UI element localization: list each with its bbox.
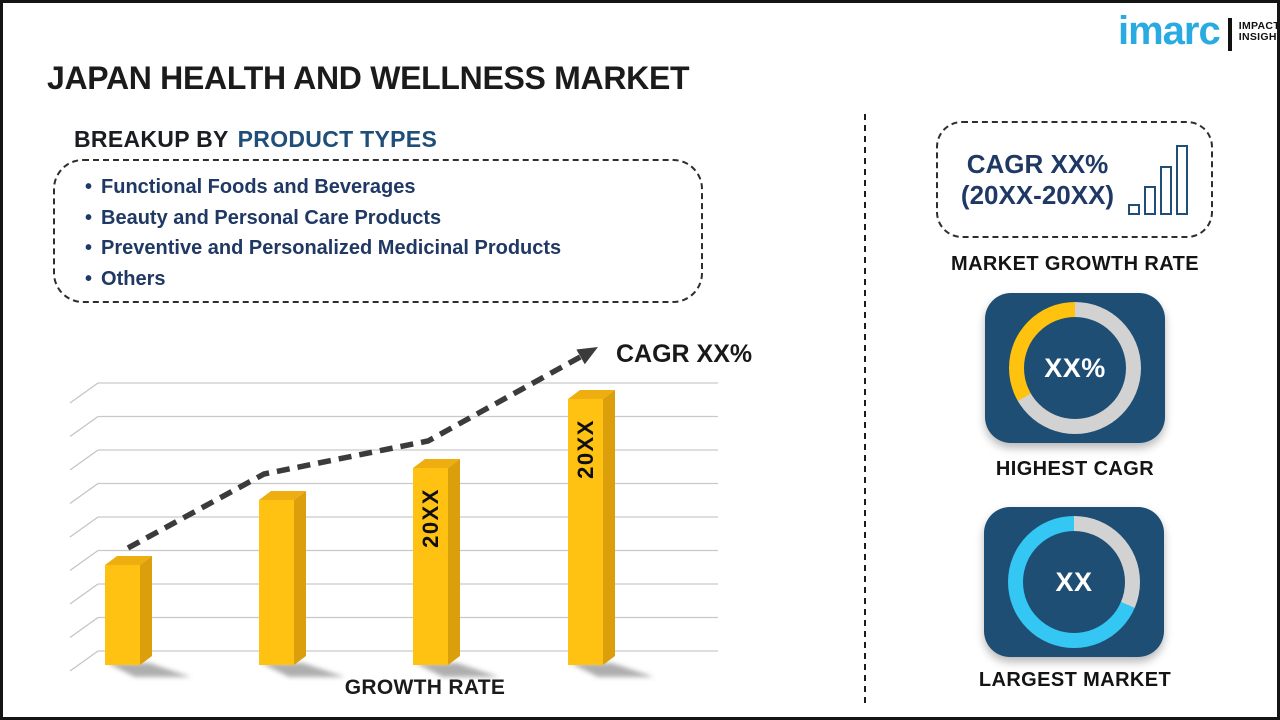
highest-cagr-label: HIGHEST CAGR: [995, 458, 1155, 480]
imarc-logo: imarc IMPACTFUL INSIGHTS: [1118, 9, 1280, 53]
market-growth-rate-label: MARKET GROWTH RATE: [951, 253, 1199, 275]
breakup-heading: BREAKUP BY PRODUCT TYPES: [74, 126, 437, 153]
highest-cagr-value: XX%: [1044, 352, 1106, 383]
cagr-summary-box: CAGR XX% (20XX-20XX): [936, 121, 1213, 238]
svg-text:20XX: 20XX: [418, 488, 443, 548]
largest-market-value: XX: [1055, 566, 1093, 597]
chart-x-axis-label: GROWTH RATE: [344, 676, 506, 699]
largest-market-label: LARGEST MARKET: [978, 669, 1172, 691]
product-type-item: • Others: [85, 264, 691, 295]
cagr-summary-text: CAGR XX% (20XX-20XX): [961, 149, 1114, 211]
largest-market-card: XX: [984, 507, 1164, 657]
bullet-icon: •: [85, 176, 93, 198]
cagr-summary-line1: CAGR XX%: [966, 148, 1109, 179]
product-type-list: • Functional Foods and Beverages • Beauty a…: [85, 172, 691, 294]
product-type-item: • Preventive and Personalized Medicinal P…: [85, 233, 691, 264]
product-types-box: • Functional Foods and Beverages • Beauty a…: [53, 159, 703, 303]
logo-tagline-line2: INSIGHTS: [1238, 31, 1280, 43]
bullet-icon: •: [85, 237, 93, 259]
breakup-prefix: BREAKUP BY: [74, 126, 229, 152]
product-type-item: • Functional Foods and Beverages: [85, 172, 691, 203]
logo-divider-bar: [1227, 18, 1232, 51]
logo-tagline-line1: IMPACTFUL: [1238, 20, 1280, 32]
product-type-label: Preventive and Personalized Medicinal Pr…: [101, 237, 562, 259]
product-type-item: • Beauty and Personal Care Products: [85, 203, 691, 234]
bullet-icon: •: [85, 206, 93, 229]
product-type-label: Others: [101, 267, 166, 290]
growth-chart: 20XX 20XX CAGR XX% GROWTH RATE: [60, 340, 752, 720]
svg-text:20XX: 20XX: [573, 419, 598, 479]
page-title: JAPAN HEALTH AND WELLNESS MARKET: [47, 60, 690, 96]
growth-bars-icon: [1128, 144, 1189, 215]
bullet-icon: •: [85, 267, 93, 290]
logo-tagline: IMPACTFUL INSIGHTS: [1239, 21, 1280, 43]
section-divider: [864, 114, 866, 704]
highest-cagr-card: XX%: [985, 293, 1165, 443]
highest-cagr-donut: XX%: [1009, 302, 1141, 434]
product-type-label: Functional Foods and Beverages: [101, 176, 416, 198]
product-type-label: Beauty and Personal Care Products: [101, 206, 442, 229]
imarc-logo-text: imarc: [1118, 9, 1221, 53]
breakup-highlight: PRODUCT TYPES: [237, 126, 438, 152]
trend-cagr-label: CAGR XX%: [616, 340, 753, 368]
largest-market-donut: XX: [1008, 516, 1140, 648]
growth-chart-svg: 20XX 20XX: [69, 347, 718, 677]
cagr-summary-line2: (20XX-20XX): [960, 179, 1115, 210]
